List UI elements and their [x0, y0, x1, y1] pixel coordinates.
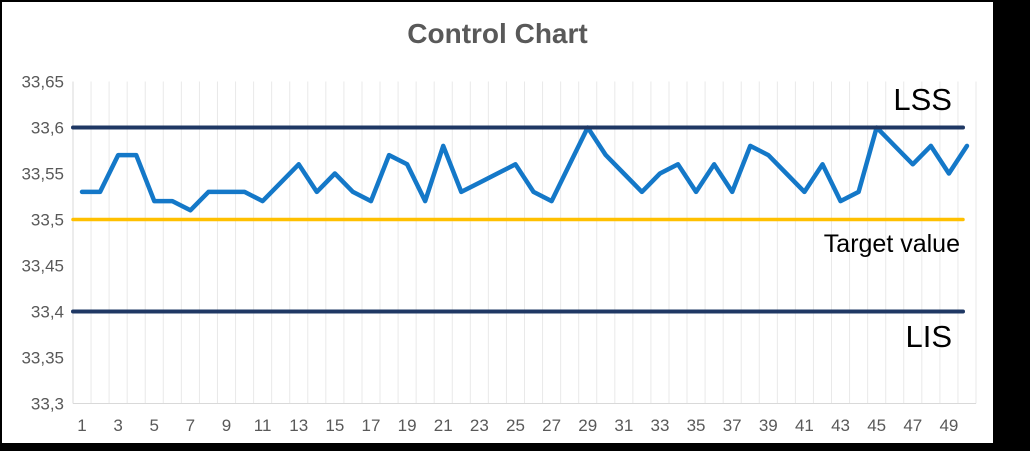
target-value-label: Target value [823, 230, 960, 258]
x-tick-label: 33 [650, 416, 669, 435]
y-tick-label: 33,5 [31, 211, 64, 230]
x-tick-label: 27 [542, 416, 561, 435]
x-tick-label: 15 [325, 416, 344, 435]
x-tick-label: 1 [77, 416, 86, 435]
x-tick-label: 11 [254, 416, 272, 435]
y-tick-label: 33,3 [31, 395, 64, 414]
chart-title: Control Chart [407, 18, 588, 49]
x-tick-label: 35 [687, 416, 706, 435]
x-tick-label: 9 [222, 416, 231, 435]
y-tick-label: 33,45 [21, 257, 64, 276]
x-tick-label: 5 [150, 416, 159, 435]
x-tick-label: 7 [186, 416, 195, 435]
x-tick-label: 39 [759, 416, 778, 435]
x-tick-label: 21 [434, 416, 453, 435]
x-tick-label: 37 [723, 416, 742, 435]
x-tick-label: 17 [362, 416, 381, 435]
y-tick-label: 33,65 [21, 73, 64, 92]
x-tick-label: 25 [506, 416, 525, 435]
x-tick-label: 13 [289, 416, 308, 435]
x-tick-label: 31 [614, 416, 633, 435]
x-tick-label: 47 [903, 416, 922, 435]
x-tick-label: 19 [398, 416, 417, 435]
x-tick-label: 41 [795, 416, 814, 435]
lss-upper-limit-label: LSS [893, 82, 952, 117]
x-tick-label: 3 [113, 416, 122, 435]
x-tick-label: 29 [578, 416, 597, 435]
x-tick-label: 43 [831, 416, 850, 435]
data-series-line [79, 125, 970, 213]
x-tick-label: 45 [867, 416, 886, 435]
x-tick-label: 23 [470, 416, 489, 435]
y-tick-label: 33,4 [31, 303, 64, 322]
chart-canvas: Control Chart 33,3 33,35 33,4 33,45 33,5 33,5… [2, 2, 993, 443]
y-tick-label: 33,35 [21, 349, 64, 368]
x-tick-label: 49 [939, 416, 958, 435]
y-tick-label: 33,55 [21, 165, 64, 184]
y-tick-label: 33,6 [31, 119, 64, 138]
lis-lower-limit-label: LIS [905, 319, 952, 354]
